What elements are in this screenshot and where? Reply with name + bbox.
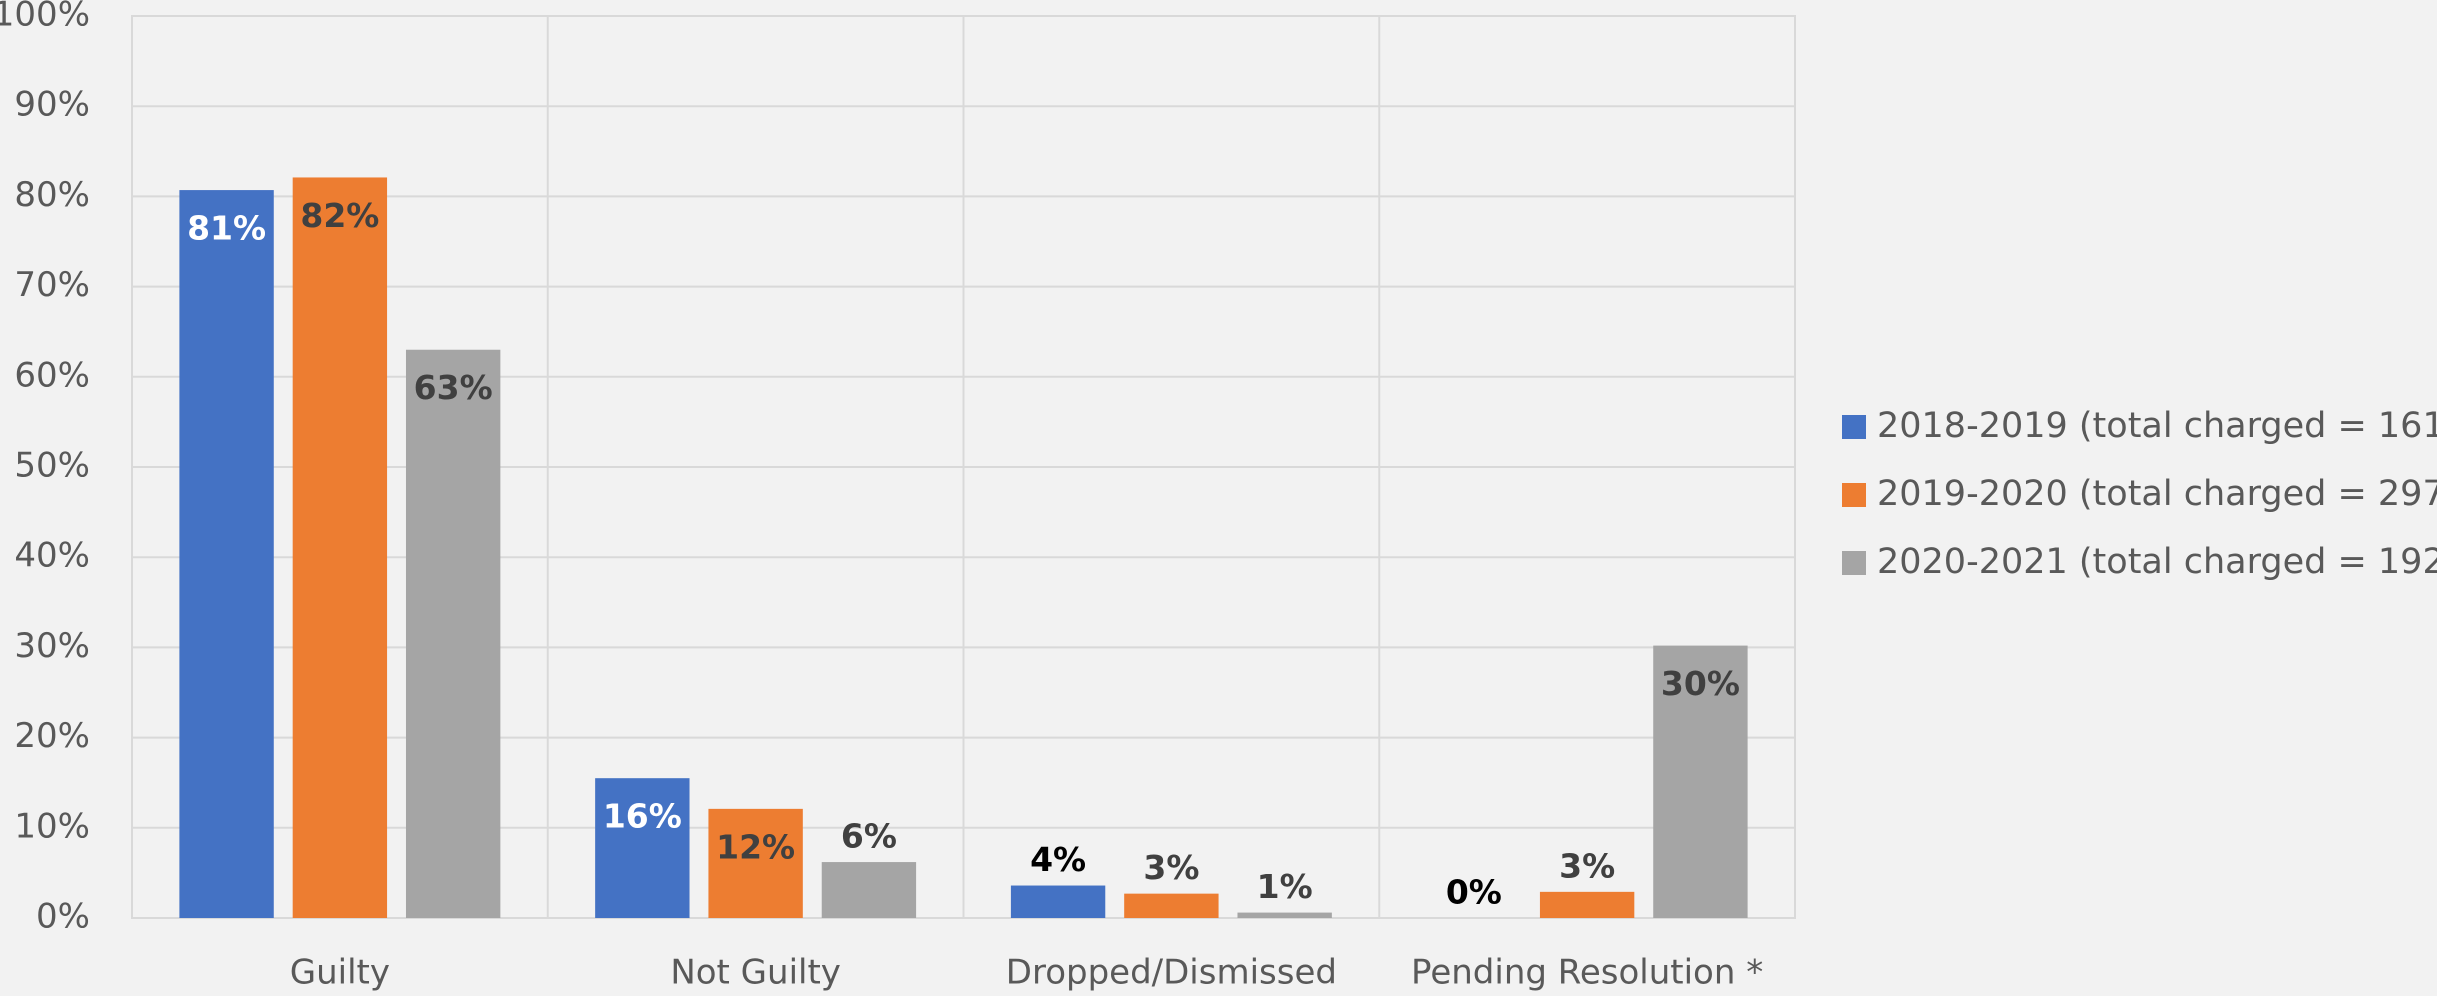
bar [1539, 891, 1635, 918]
y-tick-label: 60% [14, 355, 90, 395]
x-tick-label: Guilty [290, 953, 390, 993]
y-tick-label: 0% [36, 897, 90, 937]
y-tick-label: 90% [14, 85, 90, 125]
data-label: 82% [300, 196, 379, 235]
x-tick-label: Not Guilty [670, 953, 841, 993]
legend-swatch [1842, 483, 1866, 507]
legend-label: 2018-2019 (total charged = 161) [1877, 406, 2437, 446]
bar [595, 778, 690, 918]
data-label: 81% [187, 209, 266, 248]
bar [292, 177, 388, 918]
y-tick-label: 30% [14, 626, 90, 666]
y-tick-label: 50% [14, 446, 90, 486]
x-tick-label: Pending Resolution * [1411, 953, 1763, 993]
y-tick-label: 70% [14, 265, 90, 305]
bar [1237, 912, 1332, 918]
bar [708, 808, 803, 918]
data-label: 3% [1559, 846, 1615, 885]
y-tick-label: 100% [0, 0, 90, 35]
data-label: 1% [1257, 867, 1313, 906]
data-label: 30% [1661, 664, 1740, 703]
bar [1010, 885, 1106, 918]
bar [405, 349, 501, 918]
data-label: 12% [716, 827, 795, 866]
legend-label: 2019-2020 (total charged = 297) [1877, 474, 2437, 514]
y-tick-label: 80% [14, 175, 90, 215]
y-tick-label: 20% [14, 716, 90, 756]
legend-label: 2020-2021 (total charged = 192) [1877, 542, 2437, 582]
bar [1124, 893, 1219, 918]
y-tick-label: 40% [14, 536, 90, 576]
data-label: 63% [414, 368, 493, 407]
data-label: 4% [1030, 840, 1086, 879]
legend-swatch [1842, 551, 1866, 575]
data-label: 3% [1143, 848, 1199, 887]
bar [179, 190, 274, 918]
data-label: 16% [603, 797, 682, 836]
x-tick-label: Dropped/Dismissed [1006, 953, 1337, 993]
data-label: 0% [1446, 873, 1502, 912]
bar [821, 862, 917, 918]
y-tick-label: 10% [14, 806, 90, 846]
bar [1653, 645, 1748, 918]
data-label: 6% [841, 817, 897, 856]
legend-swatch [1842, 415, 1866, 439]
